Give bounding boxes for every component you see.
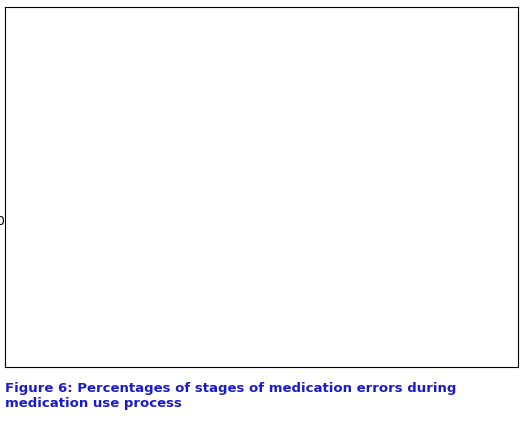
Text: 10.50%: 10.50% (0, 215, 17, 229)
Text: 29%: 29% (47, 89, 75, 102)
Wedge shape (60, 80, 171, 217)
Legend: Prescribing, Dispensing, Transcribing, Adminstration: Prescribing, Dispensing, Transcribing, A… (322, 19, 432, 96)
Text: 46.50%: 46.50% (319, 167, 367, 180)
Wedge shape (171, 80, 281, 298)
Wedge shape (64, 190, 171, 277)
Wedge shape (103, 190, 195, 301)
Text: 14 %: 14 % (66, 309, 97, 322)
Text: Figure 6: Percentages of stages of medication errors during
medication use proce: Figure 6: Percentages of stages of medic… (5, 382, 457, 410)
